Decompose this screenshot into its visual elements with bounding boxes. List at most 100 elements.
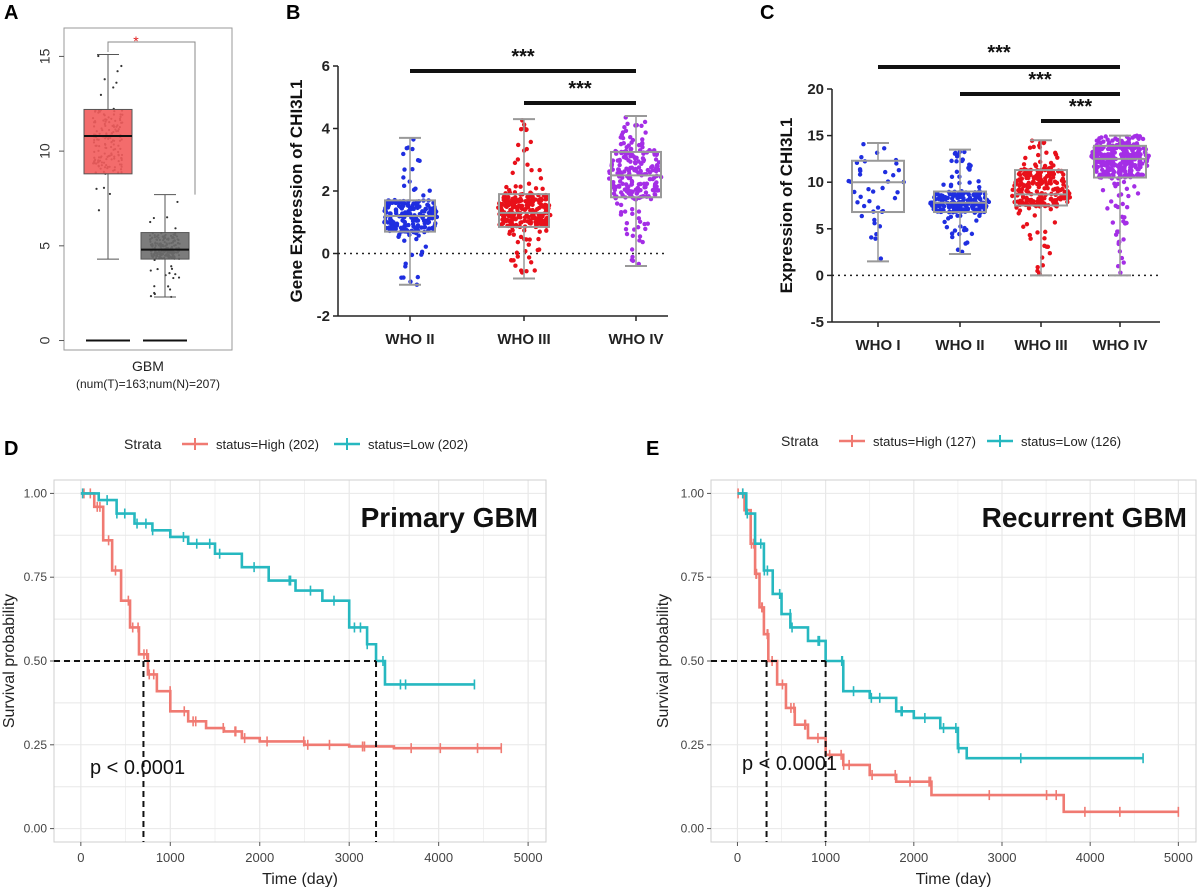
data-point: [944, 224, 950, 230]
data-point: [149, 295, 153, 298]
y-tick-label: 0.25: [681, 738, 705, 752]
data-point: [960, 157, 965, 162]
data-point: [1096, 151, 1101, 157]
data-point: [643, 226, 648, 232]
data-point: [1134, 154, 1139, 159]
data-point: [166, 216, 169, 219]
data-point: [415, 223, 421, 228]
data-point: [957, 207, 962, 212]
data-point: [1042, 186, 1047, 191]
data-point: [628, 165, 633, 171]
x-tick-label: 0: [77, 850, 84, 865]
data-point: [167, 285, 170, 288]
data-point: [859, 154, 864, 160]
data-point: [427, 188, 432, 193]
comparison-label: ***: [1069, 96, 1093, 118]
data-point: [935, 191, 940, 197]
data-point: [528, 260, 534, 265]
data-point: [977, 213, 982, 219]
y-tick-label: 10: [807, 174, 824, 191]
data-point: [530, 194, 535, 199]
data-point: [405, 202, 411, 208]
data-point: [1128, 164, 1134, 170]
data-point: [861, 203, 867, 209]
data-point: [628, 135, 633, 140]
data-point: [393, 207, 399, 212]
data-point: [959, 249, 965, 254]
x-tick-label: 2000: [245, 850, 274, 865]
data-point: [394, 223, 400, 228]
data-point: [630, 211, 635, 217]
legend-label: status=Low (202): [368, 437, 468, 452]
data-point: [524, 213, 529, 218]
data-point: [1059, 178, 1065, 183]
data-point: [620, 130, 626, 135]
panel-a-boxplot: 0 5 10 15 * GBM (num(T)=163;num(N)=207): [37, 27, 233, 391]
data-point: [536, 221, 542, 226]
box: [498, 193, 550, 228]
data-point: [1134, 141, 1140, 146]
data-point: [152, 216, 155, 220]
data-point: [1017, 172, 1023, 177]
data-point: [421, 218, 427, 223]
data-point: [1112, 181, 1117, 186]
data-point: [411, 187, 417, 193]
data-point: [1132, 184, 1137, 189]
y-tick-label: 5: [816, 221, 824, 238]
data-point: [518, 268, 524, 273]
data-point: [1042, 236, 1047, 241]
data-point: [120, 64, 123, 68]
data-point: [640, 137, 645, 142]
data-point: [947, 204, 952, 209]
data-point: [1119, 255, 1125, 261]
data-point: [500, 217, 505, 222]
data-point: [1098, 140, 1103, 146]
data-point: [1121, 219, 1126, 224]
data-point: [637, 219, 643, 224]
data-point: [1050, 199, 1056, 204]
data-point: [872, 220, 877, 226]
data-point: [532, 268, 537, 273]
data-point: [528, 221, 533, 226]
data-point: [1115, 163, 1120, 169]
y-axis-label: Survival probability: [655, 594, 672, 728]
data-point: [1052, 220, 1058, 225]
data-point: [635, 225, 641, 230]
data-point: [1033, 162, 1038, 167]
legend-label: status=High (127): [873, 434, 976, 449]
data-point: [892, 195, 898, 201]
data-point: [505, 197, 510, 202]
panel-label-d: D: [4, 438, 18, 460]
data-point: [501, 197, 506, 203]
data-point: [955, 247, 961, 252]
data-point: [967, 167, 972, 172]
data-point: [538, 176, 544, 181]
data-point: [880, 185, 885, 191]
data-point: [1140, 136, 1146, 142]
data-point: [1061, 182, 1066, 187]
data-point: [636, 216, 642, 221]
data-point: [620, 181, 625, 187]
data-point: [954, 193, 959, 198]
data-point: [501, 220, 506, 226]
x-tick-label: 0: [734, 850, 741, 865]
legend-label: status=Low (126): [1021, 434, 1121, 449]
data-point: [647, 177, 653, 182]
data-point: [410, 167, 415, 172]
y-tick-label: 0: [816, 267, 824, 284]
y-tick-label: 20: [807, 81, 824, 98]
data-point: [1115, 181, 1121, 187]
data-point: [511, 232, 516, 237]
data-point: [636, 261, 642, 267]
data-point: [536, 236, 541, 242]
data-point: [504, 184, 509, 190]
data-point: [965, 240, 970, 245]
data-point: [1026, 182, 1031, 187]
data-point: [943, 197, 948, 202]
data-point: [625, 184, 630, 190]
data-point: [637, 238, 642, 243]
x-subtitle: (num(T)=163;num(N)=207): [76, 377, 220, 391]
data-point: [112, 86, 115, 89]
data-point: [1042, 163, 1048, 169]
data-point: [948, 182, 954, 188]
